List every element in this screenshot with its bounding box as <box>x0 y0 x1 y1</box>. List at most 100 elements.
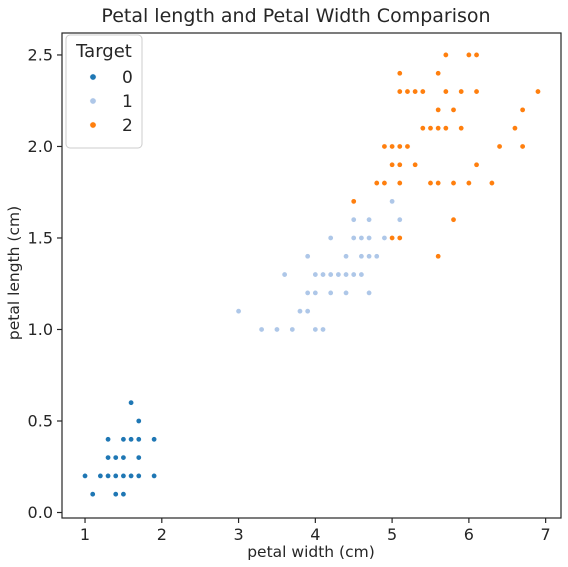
data-point-target-1 <box>358 253 365 260</box>
data-point-target-2 <box>534 88 541 95</box>
data-point-target-1 <box>320 271 327 278</box>
data-point-target-2 <box>458 88 465 95</box>
data-point-target-0 <box>82 472 89 479</box>
data-point-target-2 <box>419 88 426 95</box>
data-point-target-2 <box>396 70 403 77</box>
y-tick-label: 2.5 <box>28 45 53 64</box>
data-point-target-2 <box>473 51 480 58</box>
data-point-target-0 <box>120 436 127 443</box>
data-point-target-1 <box>281 271 288 278</box>
data-point-target-2 <box>396 161 403 168</box>
legend-box <box>65 34 143 149</box>
data-point-target-2 <box>396 180 403 187</box>
data-point-target-2 <box>473 161 480 168</box>
data-point-target-1 <box>350 216 357 223</box>
data-point-target-1 <box>396 216 403 223</box>
data-point-target-2 <box>450 180 457 187</box>
data-point-target-0 <box>112 472 119 479</box>
data-point-target-1 <box>335 271 342 278</box>
data-point-target-2 <box>389 143 396 150</box>
legend-label-0: 0 <box>122 68 133 88</box>
data-point-target-1 <box>366 234 373 241</box>
data-point-target-1 <box>343 289 350 296</box>
data-point-target-2 <box>396 234 403 241</box>
plot-frame <box>61 32 562 519</box>
data-point-target-2 <box>450 106 457 113</box>
data-point-target-2 <box>435 253 442 260</box>
data-point-target-1 <box>327 289 334 296</box>
data-point-target-0 <box>89 491 96 498</box>
x-tick-label: 2 <box>157 525 167 544</box>
data-point-target-2 <box>389 161 396 168</box>
data-point-target-2 <box>350 198 357 205</box>
data-point-target-2 <box>404 143 411 150</box>
data-point-target-1 <box>358 271 365 278</box>
x-tick-label: 5 <box>387 525 397 544</box>
data-points <box>82 51 541 498</box>
data-point-target-1 <box>304 253 311 260</box>
legend-label-2: 2 <box>122 116 133 136</box>
data-point-target-2 <box>442 88 449 95</box>
data-point-target-2 <box>458 125 465 132</box>
data-point-target-2 <box>419 125 426 132</box>
chart-title: Petal length and Petal Width Comparison <box>101 5 490 27</box>
data-point-target-2 <box>473 88 480 95</box>
data-point-target-1 <box>327 271 334 278</box>
legend-marker-1 <box>89 97 97 105</box>
data-point-target-2 <box>396 88 403 95</box>
data-point-target-2 <box>381 143 388 150</box>
data-point-target-1 <box>289 326 296 333</box>
data-point-target-1 <box>350 271 357 278</box>
data-point-target-0 <box>112 491 119 498</box>
y-axis-ticks: 0.0 0.5 1.0 1.5 2.0 2.5 <box>28 45 62 522</box>
data-point-target-1 <box>366 216 373 223</box>
data-point-target-1 <box>366 289 373 296</box>
data-point-target-2 <box>427 180 434 187</box>
x-tick-label: 4 <box>310 525 320 544</box>
data-point-target-1 <box>381 234 388 241</box>
data-point-target-1 <box>320 326 327 333</box>
data-point-target-2 <box>465 180 472 187</box>
data-point-target-1 <box>235 308 242 315</box>
data-point-target-2 <box>465 51 472 58</box>
data-point-target-0 <box>120 472 127 479</box>
data-point-target-1 <box>343 271 350 278</box>
data-point-target-2 <box>450 216 457 223</box>
data-point-target-1 <box>389 198 396 205</box>
data-point-target-0 <box>135 436 142 443</box>
data-point-target-0 <box>135 417 142 424</box>
x-axis-ticks: 1 2 3 4 5 6 7 <box>80 518 551 544</box>
data-point-target-1 <box>304 289 311 296</box>
data-point-target-1 <box>258 326 265 333</box>
data-point-target-2 <box>396 143 403 150</box>
data-point-target-2 <box>381 180 388 187</box>
y-tick-label: 1.0 <box>28 320 53 339</box>
data-point-target-2 <box>511 125 518 132</box>
data-point-target-2 <box>488 180 495 187</box>
x-tick-label: 7 <box>541 525 551 544</box>
data-point-target-2 <box>373 180 380 187</box>
data-point-target-1 <box>358 234 365 241</box>
data-point-target-2 <box>519 106 526 113</box>
data-point-target-2 <box>442 125 449 132</box>
x-tick-label: 3 <box>233 525 243 544</box>
data-point-target-0 <box>105 472 112 479</box>
legend-marker-2 <box>89 121 97 129</box>
x-tick-label: 1 <box>80 525 90 544</box>
data-point-target-0 <box>151 472 158 479</box>
y-tick-label: 2.0 <box>28 137 53 156</box>
data-point-target-0 <box>105 454 112 461</box>
data-point-target-1 <box>312 271 319 278</box>
data-point-target-1 <box>273 326 280 333</box>
data-point-target-2 <box>496 143 503 150</box>
data-point-target-2 <box>412 161 419 168</box>
data-point-target-0 <box>135 454 142 461</box>
y-axis-label: petal length (cm) <box>5 206 23 340</box>
data-point-target-0 <box>105 436 112 443</box>
legend-label-1: 1 <box>122 92 133 112</box>
legend-marker-0 <box>89 73 97 81</box>
data-point-target-1 <box>373 253 380 260</box>
data-point-target-2 <box>404 88 411 95</box>
data-point-target-0 <box>120 454 127 461</box>
